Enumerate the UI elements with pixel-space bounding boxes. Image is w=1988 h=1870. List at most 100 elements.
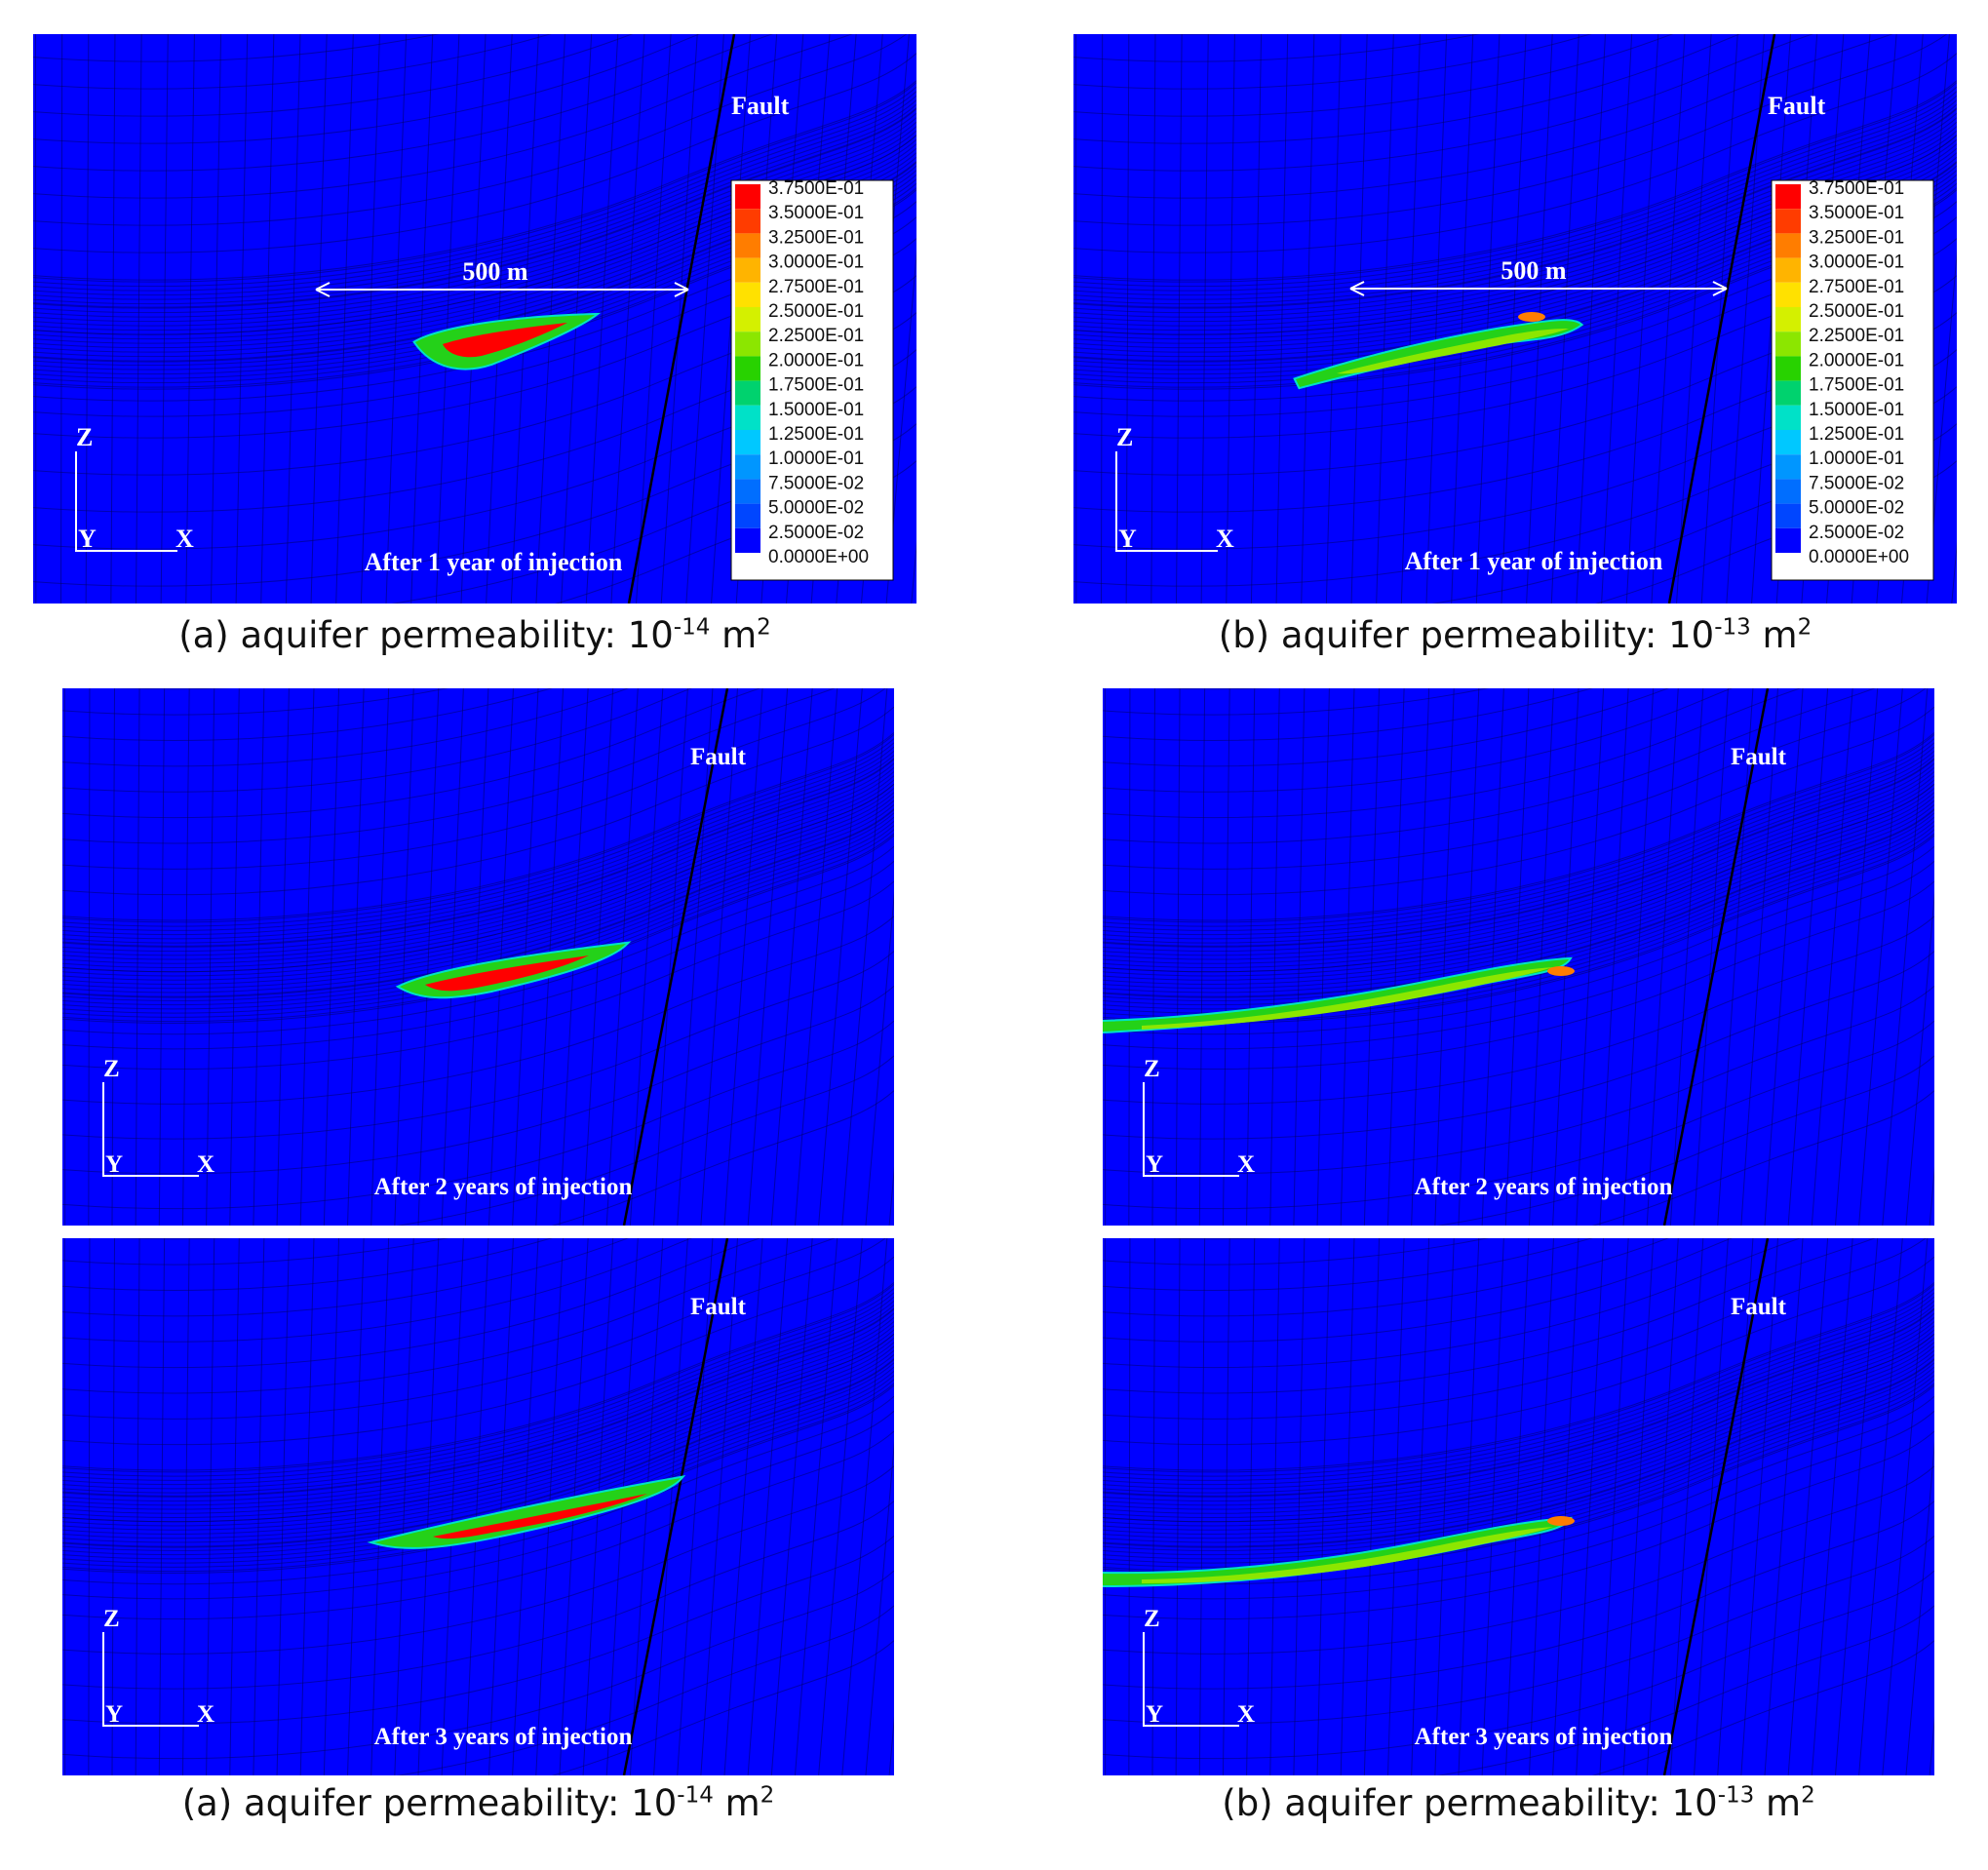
mesh-line xyxy=(1175,34,1183,604)
mesh-line xyxy=(818,1238,863,1775)
legend-swatch xyxy=(1775,454,1801,480)
legend-swatch xyxy=(1775,331,1801,357)
mesh-layer xyxy=(33,143,916,344)
mesh-layer xyxy=(62,688,886,870)
mesh-layer xyxy=(1103,771,1934,960)
mesh-layer xyxy=(1073,130,1957,331)
mesh-layer xyxy=(62,1395,894,1585)
mesh-layer xyxy=(1103,732,1934,921)
mesh-layer xyxy=(1103,742,1934,931)
caption-a-top: (a) aquifer permeability: 10-14 m2 xyxy=(178,614,771,656)
mesh-layer xyxy=(62,779,894,968)
mesh-line xyxy=(794,688,838,1226)
mesh-layer xyxy=(62,1430,894,1620)
mesh-layer xyxy=(1436,1055,1934,1226)
panel-a-year2: Fault Z Y X After 2 years of injection xyxy=(62,688,894,1226)
mesh-layer xyxy=(1103,833,1934,1023)
legend-swatch xyxy=(1775,430,1801,455)
axis-z-label: Z xyxy=(103,1606,120,1632)
axis-x-label: X xyxy=(1216,525,1234,553)
legend-swatch xyxy=(1775,209,1801,234)
mesh-line xyxy=(1646,1238,1679,1775)
mesh-layer xyxy=(62,809,894,998)
mesh-line xyxy=(276,688,290,1226)
mesh-layer xyxy=(62,688,449,716)
mesh-layer xyxy=(1073,34,1893,199)
mesh-layer xyxy=(1103,1238,1927,1420)
mesh-line xyxy=(1175,688,1181,1226)
mesh-layer xyxy=(1103,688,1593,741)
mesh-layer xyxy=(1103,755,1934,944)
mesh-line xyxy=(700,1238,738,1775)
mesh-layer xyxy=(1103,688,1927,870)
mesh-layer xyxy=(62,1342,894,1531)
mesh-line xyxy=(1700,34,1738,604)
mesh-line xyxy=(1646,688,1679,1226)
mesh-line xyxy=(85,34,90,604)
mesh-line xyxy=(1528,1238,1554,1775)
panel-a-year3: Fault Z Y X After 3 years of injection xyxy=(62,1238,894,1775)
mesh-line xyxy=(605,688,639,1226)
legend-label: 2.5000E-02 xyxy=(1809,523,1904,543)
mesh-line xyxy=(1387,1238,1405,1775)
mesh-layer xyxy=(62,1366,894,1556)
legend-label: 3.0000E-01 xyxy=(768,253,864,273)
mesh-layer xyxy=(1103,1333,1934,1523)
mesh-line xyxy=(1198,688,1206,1226)
plume-core xyxy=(1142,1527,1553,1583)
mesh-line xyxy=(1316,1238,1330,1775)
mesh-line xyxy=(487,1238,514,1775)
legend-swatch xyxy=(735,454,760,480)
axis-triad xyxy=(1115,451,1218,552)
legend-swatch xyxy=(735,257,760,283)
mesh-layer xyxy=(1103,1329,1934,1518)
scale-arrows xyxy=(1349,281,1728,296)
mesh-line xyxy=(1676,34,1712,604)
mesh-layer xyxy=(1103,1535,1934,1725)
mesh-layer xyxy=(33,112,916,314)
mesh-line xyxy=(111,1238,116,1775)
mesh-layer xyxy=(33,34,552,90)
mesh-line xyxy=(660,34,698,604)
mesh-layer xyxy=(1073,112,1957,314)
mesh-layer xyxy=(1103,1305,1934,1494)
scale-label: 500 m xyxy=(462,257,528,286)
mesh-line xyxy=(110,34,116,604)
legend-label: 1.5000E-01 xyxy=(1809,400,1904,420)
panel-b-year3: Fault Z Y X After 3 years of injection xyxy=(1103,1238,1934,1775)
mesh-layer xyxy=(1103,809,1934,998)
mesh-line xyxy=(323,1238,340,1775)
mesh-layer xyxy=(33,34,908,226)
mesh-layer xyxy=(1103,792,1934,981)
mesh-layer xyxy=(1103,796,1934,985)
mesh-line xyxy=(794,1238,838,1775)
mesh-layer xyxy=(1103,1375,1934,1564)
mesh-layer xyxy=(62,1410,894,1600)
mesh-layer xyxy=(62,796,894,985)
simulation-plot-a1: Fault 500 m Z Y X After 1 year of inject… xyxy=(33,34,916,604)
mesh-line xyxy=(435,34,460,604)
mesh-line xyxy=(770,688,813,1226)
legend-label: 3.5000E-01 xyxy=(768,203,864,223)
legend-label: 5.0000E-02 xyxy=(768,498,864,519)
mesh-grid xyxy=(1073,34,1957,604)
mesh-layer xyxy=(1103,688,1669,767)
mesh-layer xyxy=(1103,762,1934,953)
legend-label: 2.7500E-01 xyxy=(1809,277,1904,297)
mesh-line xyxy=(229,688,240,1226)
mesh-line xyxy=(1787,1238,1829,1775)
mesh-line xyxy=(653,688,688,1226)
mesh-line xyxy=(629,1238,664,1775)
mesh-layer xyxy=(33,34,634,117)
mesh-layer xyxy=(33,80,916,281)
mesh-layer xyxy=(1103,860,1934,1050)
time-label: After 1 year of injection xyxy=(365,548,623,576)
mesh-layer xyxy=(1103,788,1934,977)
mesh-layer xyxy=(1103,1395,1934,1585)
mesh-layer xyxy=(1073,108,1957,309)
mesh-line xyxy=(1150,34,1156,604)
mesh-layer xyxy=(1073,135,1957,335)
mesh-layer xyxy=(1103,706,1934,896)
mesh-line xyxy=(1601,34,1633,604)
mesh-layer xyxy=(62,1349,894,1539)
